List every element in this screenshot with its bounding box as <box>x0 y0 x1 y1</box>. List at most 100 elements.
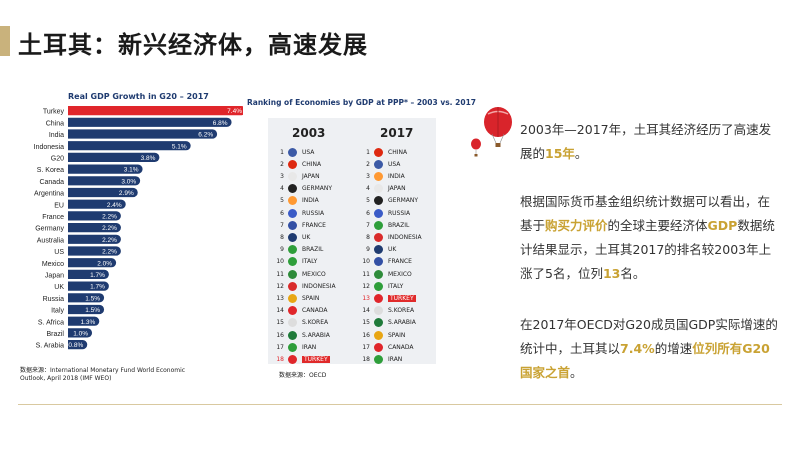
country-flag-icon <box>374 342 383 352</box>
rank-number: 4 <box>280 185 284 193</box>
chart-source: 数据来源：International Monetary Fund World E… <box>20 367 210 383</box>
country-flag-icon <box>374 147 383 157</box>
p1-text-a: 2003年—2017年，土耳其经济经历了高速发展的 <box>520 122 772 161</box>
country-name: BRAZIL <box>388 221 410 229</box>
country-name: MEXICO <box>302 270 326 278</box>
bar-category-label: S. Korea <box>37 167 64 174</box>
bar-value-label: 1.7% <box>90 284 105 291</box>
bar-category-label: Russia <box>43 296 65 303</box>
rank-number: 6 <box>366 209 370 217</box>
rank-2003-row: 9 BRAZIL <box>270 244 323 256</box>
country-name: USA <box>388 160 401 168</box>
page-title: 土耳其：新兴经济体，高速发展 <box>18 31 368 59</box>
country-flag-icon <box>374 257 383 267</box>
country-name: INDIA <box>302 197 319 205</box>
bar-value-label: 1.7% <box>90 272 105 279</box>
bar-value-label: 7.4% <box>227 108 242 115</box>
rank-number: 10 <box>362 258 370 266</box>
country-flag-icon <box>288 330 297 340</box>
bar-value-label: 2.2% <box>102 249 117 256</box>
rank-2017-row: 7 BRAZIL <box>356 219 409 231</box>
rank-number: 14 <box>362 307 370 315</box>
bar <box>68 234 121 244</box>
bar <box>68 246 121 256</box>
p1-text-b: 。 <box>574 146 588 161</box>
rank-number: 11 <box>362 270 370 278</box>
country-name: S.ARABIA <box>302 331 330 339</box>
bar-category-label: S. Africa <box>38 319 64 326</box>
country-flag-icon <box>374 245 383 255</box>
chart-title: Real GDP Growth in G20 – 2017 <box>68 92 209 101</box>
country-name: S.KOREA <box>302 319 329 327</box>
bar <box>68 269 109 279</box>
rank-2003-row: 17 IRAN <box>270 341 316 353</box>
rank-number: 13 <box>362 294 370 302</box>
rank-number: 9 <box>366 246 370 254</box>
bar-value-label: 2.0% <box>97 260 112 267</box>
p3-highlight-rate: 7.4% <box>620 341 655 356</box>
country-flag-icon <box>374 171 383 181</box>
rank-2003-row: 5 INDIA <box>270 195 319 207</box>
p2-highlight-rank: 13 <box>602 266 621 281</box>
rank-number: 16 <box>276 331 284 339</box>
rank-2003-row: 1 USA <box>270 146 314 158</box>
rank-2017-row: 6 RUSSIA <box>356 207 410 219</box>
rank-2017-row: 5 GERMANY <box>356 195 418 207</box>
p2-text-d: 名。 <box>620 266 646 281</box>
country-flag-icon <box>374 184 383 194</box>
country-name: INDIA <box>388 172 405 180</box>
bar <box>68 211 121 221</box>
p3-text-a: 在2017年OECD对G20成员国GDP实际增速的统计中，土耳其以 <box>520 317 778 356</box>
bar-category-label: Italy <box>51 308 64 315</box>
country-flag-icon <box>374 354 383 364</box>
rank-number: 8 <box>366 233 370 241</box>
country-name: TURKEY <box>388 294 416 302</box>
country-flag-icon <box>288 171 297 181</box>
rank-2017-row: 4 JAPAN <box>356 183 406 195</box>
rank-2003-row: 2 CHINA <box>270 158 321 170</box>
p2-highlight-ppp: 购买力评价 <box>545 218 608 233</box>
rank-number: 6 <box>280 209 284 217</box>
rank-number: 3 <box>280 172 284 180</box>
country-flag-icon <box>288 184 297 194</box>
rank-number: 4 <box>366 185 370 193</box>
rank-2003-row: 6 RUSSIA <box>270 207 324 219</box>
rank-number: 1 <box>280 148 284 156</box>
rank-2003-row: 14 CANADA <box>270 305 328 317</box>
bar <box>68 199 126 209</box>
rank-2003-row: 16 S.ARABIA <box>270 329 330 341</box>
rank-number: 1 <box>366 148 370 156</box>
bar-category-label: Turkey <box>43 109 65 116</box>
bar-category-label: G20 <box>51 156 64 163</box>
country-name: MEXICO <box>388 270 412 278</box>
rank-2017-row: 15 S.ARABIA <box>356 317 416 329</box>
bar <box>68 141 191 151</box>
p2-text-c: 数据统计结果显示，土耳其2017的排名较2003年上涨了5名，位列 <box>520 218 775 281</box>
bar-value-label: 3.1% <box>124 167 139 174</box>
p1-highlight: 15年 <box>545 146 575 161</box>
rank-number: 11 <box>276 270 284 278</box>
bar <box>68 316 100 326</box>
rank-number: 5 <box>280 197 284 205</box>
rank-2017-row: 8 INDONESIA <box>356 231 422 243</box>
country-flag-icon <box>288 257 297 267</box>
rank-number: 12 <box>362 282 370 290</box>
rank-2003-row: 3 JAPAN <box>270 170 320 182</box>
rank-number: 8 <box>280 233 284 241</box>
bar-category-label: Canada <box>39 179 64 186</box>
country-name: UK <box>388 246 397 254</box>
rank-2017-row: 16 SPAIN <box>356 329 405 341</box>
country-flag-icon <box>288 147 297 157</box>
bar-value-label: 6.2% <box>198 132 213 139</box>
country-flag-icon <box>374 220 383 230</box>
rank-2003-row: 13 SPAIN <box>270 292 319 304</box>
bar-category-label: Argentina <box>34 191 64 198</box>
bar <box>68 328 93 338</box>
country-name: ITALY <box>302 258 318 266</box>
rank-2003-row: 18 TURKEY <box>270 353 330 365</box>
p2-text-a: 根据国际货币基金组织统计数据可以看出，在基于 <box>520 194 771 233</box>
rank-number: 9 <box>280 246 284 254</box>
country-flag-icon <box>288 269 297 279</box>
bar <box>68 164 143 174</box>
ranking-source: 数据来源：OECD <box>279 372 327 379</box>
